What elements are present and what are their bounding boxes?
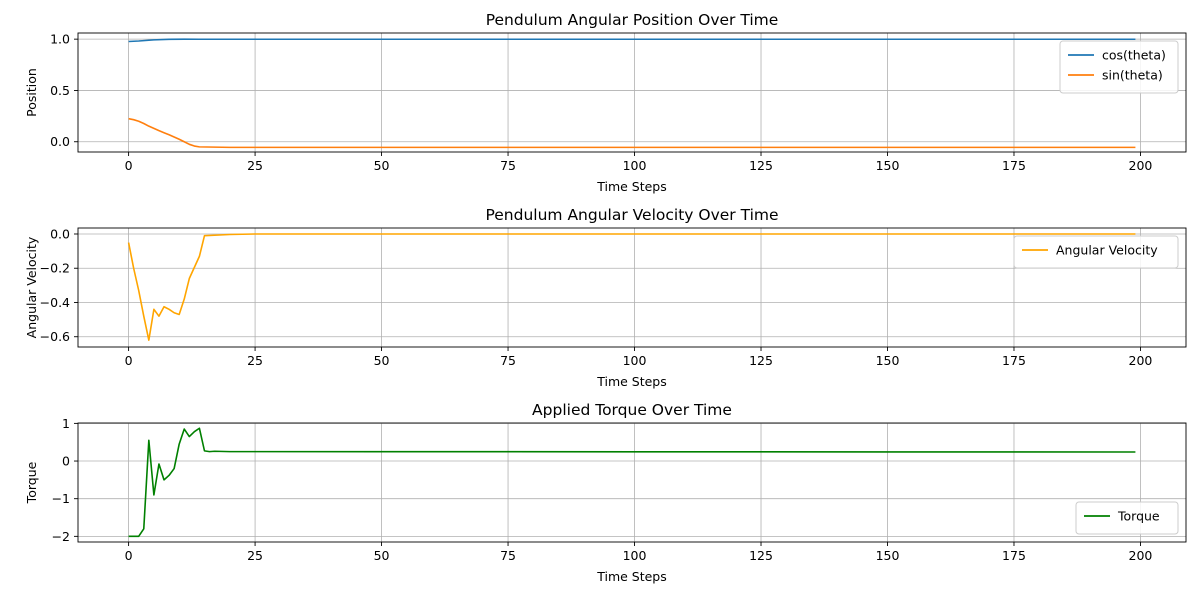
- x-tick-label: 175: [1002, 548, 1026, 563]
- x-tick-label: 0: [125, 158, 133, 173]
- x-tick-label: 200: [1129, 548, 1153, 563]
- y-axis-label: Angular Velocity: [24, 236, 39, 338]
- y-tick-label: −0.6: [40, 329, 70, 344]
- x-axis-label: Time Steps: [596, 374, 667, 389]
- series-line-1: [128, 38, 1136, 43]
- chart-title: Pendulum Angular Position Over Time: [486, 11, 779, 29]
- x-tick-label: 125: [749, 158, 773, 173]
- series-line-1: [128, 427, 1136, 538]
- y-tick-label: 1: [62, 416, 70, 431]
- legend-box: [1075, 501, 1179, 535]
- x-tick-label: 200: [1129, 353, 1153, 368]
- legend: Torque: [1075, 501, 1179, 535]
- axes-frame: [77, 422, 1187, 543]
- x-tick-label: 50: [374, 353, 390, 368]
- legend-entry: sin(theta): [1102, 68, 1163, 83]
- y-tick-label: 0.0: [50, 226, 70, 241]
- chart-title: Pendulum Angular Velocity Over Time: [485, 206, 778, 224]
- y-tick-label: −2: [52, 529, 70, 544]
- x-axis-label: Time Steps: [596, 179, 667, 194]
- x-tick-label: 0: [125, 548, 133, 563]
- subplot-2: 0 25 50 75 100 125 150 175 200 −0.6 −0.4 −0.2 0.0 Pen…: [24, 206, 1187, 389]
- axes-frame: [77, 227, 1187, 348]
- x-tick-label: 0: [125, 353, 133, 368]
- x-tick-label: 175: [1002, 353, 1026, 368]
- legend-entry: Angular Velocity: [1056, 243, 1158, 258]
- x-tick-label: 50: [374, 158, 390, 173]
- x-tick-label: 25: [247, 353, 263, 368]
- axes-frame: [77, 32, 1187, 153]
- legend-entry: cos(theta): [1102, 48, 1166, 63]
- legend-box: [1013, 235, 1179, 269]
- x-tick-label: 75: [500, 353, 516, 368]
- y-tick-label: 0.0: [50, 134, 70, 149]
- y-tick-label: 0: [62, 454, 70, 469]
- x-tick-label: 75: [500, 548, 516, 563]
- y-tick-label: −0.2: [40, 261, 70, 276]
- legend: cos(theta) sin(theta): [1059, 40, 1179, 94]
- y-axis-label: Position: [24, 68, 39, 117]
- x-tick-label: 25: [247, 548, 263, 563]
- x-tick-label: 125: [749, 548, 773, 563]
- y-tick-label: 1.0: [50, 32, 70, 47]
- x-axis-label: Time Steps: [596, 569, 667, 584]
- x-tick-label: 150: [876, 548, 900, 563]
- x-tick-label: 100: [623, 353, 647, 368]
- legend: Angular Velocity: [1013, 235, 1179, 269]
- chart-title: Applied Torque Over Time: [532, 401, 732, 419]
- x-tick-label: 175: [1002, 158, 1026, 173]
- subplot-3: 0 25 50 75 100 125 150 175 200 −2 −1 0 1 Applied Torq…: [24, 401, 1187, 584]
- legend-entry: Torque: [1117, 509, 1160, 524]
- series-line-1: [127, 233, 1136, 341]
- legend-box: [1059, 40, 1179, 94]
- subplot-1: 0 25 50 75 100 125 150 175 200 0.0 0.5 1.0 Pendulum …: [24, 11, 1187, 194]
- x-tick-label: 25: [247, 158, 263, 173]
- y-tick-label: −1: [52, 491, 70, 506]
- x-tick-label: 100: [623, 158, 647, 173]
- x-tick-label: 150: [876, 353, 900, 368]
- y-tick-label: −0.4: [40, 295, 70, 310]
- x-tick-label: 75: [500, 158, 516, 173]
- y-tick-label: 0.5: [50, 83, 70, 98]
- series-line-2: [128, 117, 1136, 149]
- x-tick-label: 100: [623, 548, 647, 563]
- x-tick-label: 50: [374, 548, 390, 563]
- x-tick-label: 125: [749, 353, 773, 368]
- y-axis-label: Torque: [24, 461, 39, 504]
- x-tick-label: 150: [876, 158, 900, 173]
- x-tick-label: 200: [1129, 158, 1153, 173]
